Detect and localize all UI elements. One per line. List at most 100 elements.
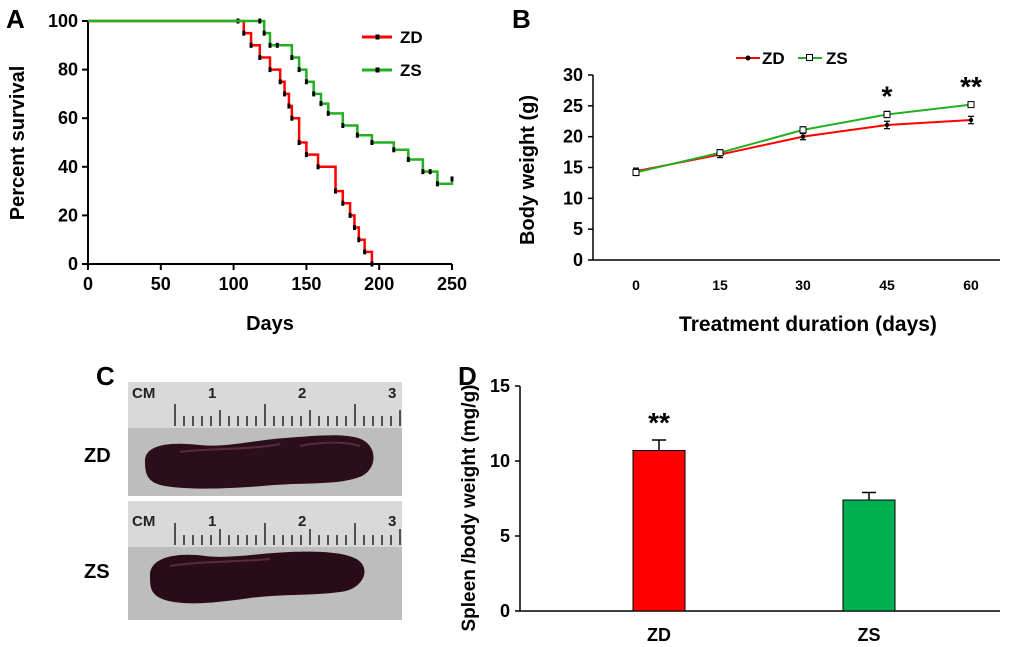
d-significance-star: ** bbox=[648, 407, 670, 438]
a-series-zd-censor-mark bbox=[287, 103, 291, 109]
b-y-tick-label: 10 bbox=[563, 188, 583, 208]
a-series-zs-censor-mark bbox=[421, 169, 425, 175]
panel-a: A 0 50 100 150 200 250 0 20 40 60 80 100 Days Perce… bbox=[6, 4, 467, 335]
b-x-tick-label: 60 bbox=[963, 277, 979, 293]
ruler-zd-number-2: 2 bbox=[298, 385, 306, 402]
ruler-zs-ticks bbox=[174, 523, 401, 545]
a-series-zd-censor-mark bbox=[363, 249, 367, 255]
a-series-zs-censor-mark bbox=[370, 140, 374, 145]
d-x-tick-label: ZS bbox=[857, 625, 880, 645]
photo-zs: CM 1 2 3 bbox=[128, 501, 402, 620]
spleen-zd-highlight bbox=[179, 441, 361, 453]
a-series-zd-censor-mark bbox=[258, 54, 262, 60]
ruler-zd-unit: CM bbox=[132, 385, 155, 402]
panel-d-letter: D bbox=[458, 361, 477, 391]
panel-b-plot: * ** bbox=[632, 71, 982, 177]
a-series-zs-censor-mark bbox=[392, 147, 396, 153]
spleen-zs-highlight bbox=[169, 558, 271, 567]
a-series-zd-censor-mark bbox=[249, 42, 253, 48]
legend-b-zs-label: ZS bbox=[826, 49, 848, 68]
b-y-tick-label: 5 bbox=[573, 219, 583, 239]
b-series-zs-point bbox=[716, 149, 724, 157]
a-series-zs-censor-mark bbox=[262, 30, 266, 36]
ruler-zd-number-3: 3 bbox=[388, 385, 396, 402]
ruler-zd-number-1: 1 bbox=[208, 385, 216, 402]
a-series-zd-censor-mark bbox=[334, 188, 338, 194]
panel-b-axes: 0 5 10 15 20 25 30 0 15 30 45 60 bbox=[563, 65, 1000, 293]
legend-zs-label: ZS bbox=[400, 61, 422, 80]
a-series-zd-censor-mark bbox=[297, 140, 301, 145]
legend-zd-marker bbox=[375, 34, 380, 40]
a-x-tick-label: 100 bbox=[219, 274, 249, 294]
a-x-tick-label: 200 bbox=[364, 274, 394, 294]
b-x-tick-label: 45 bbox=[879, 277, 895, 293]
a-series-zd-censor-mark bbox=[278, 79, 282, 85]
ruler-zs-number-1: 1 bbox=[208, 513, 216, 530]
legend-b-zs-marker bbox=[806, 54, 813, 61]
a-y-tick-label: 40 bbox=[58, 157, 78, 177]
a-series-zs-censor-mark bbox=[290, 54, 294, 60]
d-y-tick-label: 0 bbox=[500, 601, 510, 621]
a-series-zd-censor-mark bbox=[316, 164, 320, 170]
b-series-zd-point bbox=[884, 122, 890, 128]
a-series-zd-censor-mark bbox=[370, 261, 374, 267]
a-series-zd-censor-mark bbox=[304, 152, 308, 158]
d-bar-zs bbox=[842, 499, 896, 612]
a-x-tick-label: 250 bbox=[437, 274, 467, 294]
panel-a-plot bbox=[88, 18, 454, 267]
panel-a-y-axis-title: Percent survival bbox=[7, 66, 29, 221]
b-y-tick-label: 20 bbox=[563, 127, 583, 147]
a-series-zd-censor-mark bbox=[283, 91, 287, 97]
spleen-zs bbox=[150, 551, 365, 604]
ruler-zd-ticks bbox=[174, 404, 401, 426]
b-x-tick-label: 15 bbox=[712, 277, 728, 293]
b-y-tick-label: 15 bbox=[563, 158, 583, 178]
a-x-tick-label: 150 bbox=[291, 274, 321, 294]
panel-a-legend: ZD ZS bbox=[362, 28, 423, 80]
panel-c-letter: C bbox=[96, 361, 115, 391]
legend-b-zd-marker bbox=[745, 55, 751, 61]
d-y-tick-label: 5 bbox=[500, 526, 510, 546]
a-series-zs-censor-mark bbox=[341, 122, 345, 128]
b-series-zs-point bbox=[967, 101, 975, 109]
a-series-zd-censor-mark bbox=[352, 225, 356, 231]
a-series-zs-censor-mark bbox=[268, 42, 272, 48]
a-series-zd-censor-mark bbox=[290, 115, 294, 121]
a-series-zs-censor-mark bbox=[304, 79, 308, 85]
panel-a-letter: A bbox=[6, 4, 25, 34]
b-x-tick-label: 0 bbox=[632, 277, 640, 293]
a-y-tick-label: 60 bbox=[58, 108, 78, 128]
a-series-zs-censor-mark bbox=[275, 42, 279, 48]
b-series-zd-point bbox=[800, 134, 806, 139]
legend-zd-label: ZD bbox=[400, 28, 423, 47]
row-label-zs: ZS bbox=[84, 561, 110, 583]
a-series-zd-line bbox=[88, 19, 374, 264]
a-series-zs-censor-mark bbox=[406, 157, 410, 163]
panel-b-letter: B bbox=[512, 4, 531, 34]
panel-a-x-axis-title: Days bbox=[246, 313, 294, 335]
a-series-zs-censor-mark bbox=[450, 176, 454, 182]
ruler-zs-unit: CM bbox=[132, 513, 155, 530]
a-series-zs-censor-mark bbox=[428, 169, 432, 175]
b-y-tick-label: 0 bbox=[573, 250, 583, 270]
a-series-zs-censor-mark bbox=[297, 67, 301, 73]
row-label-zd: ZD bbox=[84, 445, 111, 467]
panel-d-plot: ** bbox=[632, 407, 896, 612]
a-y-tick-label: 80 bbox=[58, 60, 78, 80]
legend-zs-marker bbox=[375, 67, 380, 73]
a-x-tick-label: 0 bbox=[83, 274, 93, 294]
a-series-zs-censor-mark bbox=[435, 181, 439, 187]
b-y-tick-label: 30 bbox=[563, 65, 583, 85]
a-series-zs-censor-mark bbox=[355, 132, 359, 138]
b-significance-star: * bbox=[882, 80, 893, 111]
legend-b-zd-label: ZD bbox=[762, 49, 785, 68]
panel-d-axes: 0 5 10 15 ZD ZS bbox=[490, 376, 1000, 645]
panel-c: C CM 1 2 3 ZD CM 1 2 3 ZS bbox=[84, 361, 402, 620]
panel-b-x-axis-title: Treatment duration (days) bbox=[679, 313, 937, 336]
ruler-zs-number-3: 3 bbox=[388, 513, 396, 530]
a-series-zd-censor-mark bbox=[268, 67, 272, 73]
b-series-zs-point bbox=[799, 126, 807, 134]
a-y-tick-label: 20 bbox=[58, 205, 78, 225]
ruler-zs-number-2: 2 bbox=[298, 513, 306, 530]
